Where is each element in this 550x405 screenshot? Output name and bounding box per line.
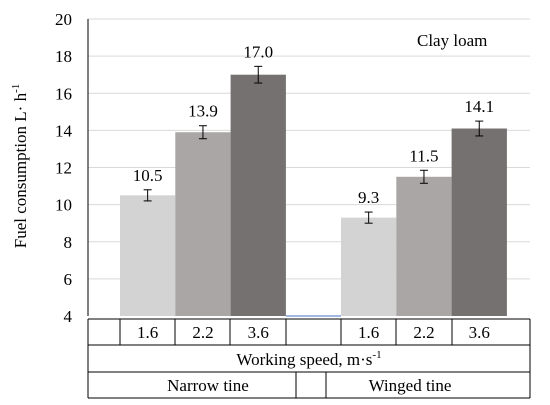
bar — [175, 132, 231, 316]
y-tick-label: 18 — [55, 47, 72, 66]
bar — [451, 128, 507, 316]
x-category-label: 2.2 — [192, 323, 213, 342]
data-labels: 10.5 1.6 13.9 2.2 17.0 3.6 9.3 1.6 11.5 2.2 14.1 3.… — [133, 42, 494, 342]
data-label: 14.1 — [464, 97, 494, 116]
bar — [341, 217, 397, 316]
y-tick-label: 10 — [55, 196, 72, 215]
y-tick-labels: 4 6 8 10 12 14 16 18 20 — [55, 10, 73, 326]
y-axis-label-text: Fuel consumption L· h — [11, 92, 30, 248]
bar — [230, 74, 286, 316]
y-tick-label: 20 — [55, 10, 72, 29]
data-label: 10.5 — [133, 166, 163, 185]
data-label: 11.5 — [409, 146, 438, 165]
y-tick-label: 12 — [55, 159, 72, 178]
y-tick-label: 16 — [55, 84, 72, 103]
x-category-label: 1.6 — [137, 323, 158, 342]
category-table — [87, 318, 531, 399]
y-tick-label: 4 — [64, 307, 73, 326]
y-axis-label: Fuel consumption L· h-1 — [10, 84, 30, 249]
x-axis-title-sup: -1 — [372, 349, 381, 361]
y-tick-label: 6 — [64, 270, 73, 289]
group-label-winged-tine: Winged tine — [369, 376, 452, 395]
axes — [87, 19, 341, 317]
bar — [120, 195, 176, 316]
y-tick-label: 8 — [64, 233, 73, 252]
x-axis-title-text: Working speed, m·s — [236, 350, 372, 369]
data-label: 13.9 — [188, 102, 218, 121]
x-category-label: 1.6 — [358, 323, 379, 342]
x-category-label: 3.6 — [248, 323, 269, 342]
bars — [120, 65, 507, 316]
y-tick-label: 14 — [55, 121, 73, 140]
x-category-label: 3.6 — [469, 323, 490, 342]
data-label: 9.3 — [358, 188, 379, 207]
annotation-soil-type: Clay loam — [417, 31, 487, 50]
x-category-label: 2.2 — [413, 323, 434, 342]
y-axis-label-sup: -1 — [10, 84, 22, 93]
data-label: 17.0 — [243, 42, 273, 61]
group-label-narrow-tine: Narrow tine — [167, 376, 249, 395]
bar — [396, 176, 452, 316]
x-axis-title: Working speed, m·s-1 — [236, 349, 381, 369]
